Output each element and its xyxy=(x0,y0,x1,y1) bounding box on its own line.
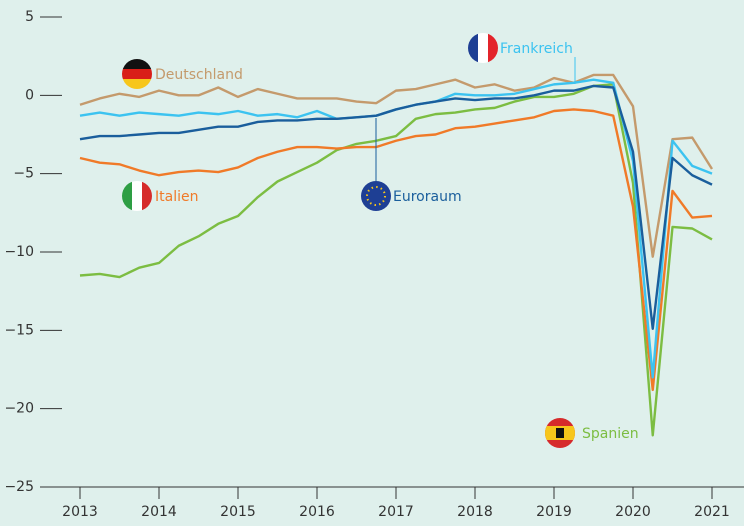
flag-fr xyxy=(468,33,498,63)
series-line xyxy=(79,83,713,437)
flags xyxy=(122,33,576,448)
y-tick-label: −25 xyxy=(4,479,34,495)
x-tick-label: 2015 xyxy=(220,504,256,520)
plot-area: 5 0 −5 −10 −15 −20 −25 2013 2014 2015 2016 2017 2018… xyxy=(4,9,744,520)
y-tick-label: 5 xyxy=(25,9,34,25)
series-line xyxy=(79,108,713,392)
x-tick-label: 2014 xyxy=(141,504,177,520)
y-tick-label: −15 xyxy=(4,322,34,338)
x-tick-label: 2021 xyxy=(694,504,730,520)
flag-es xyxy=(545,418,575,448)
series-label: Deutschland xyxy=(155,67,243,83)
x-tick-label: 2020 xyxy=(615,504,651,520)
series-line xyxy=(79,73,714,258)
series-label: Italien xyxy=(155,189,198,205)
series-line xyxy=(79,84,713,330)
x-tick-label: 2019 xyxy=(536,504,572,520)
y-tick-label: 0 xyxy=(25,87,34,103)
x-tick-label: 2013 xyxy=(62,504,98,520)
x-tick-label: 2018 xyxy=(457,504,493,520)
series-line xyxy=(79,78,713,379)
flag-de xyxy=(122,59,152,89)
series-label: Spanien xyxy=(582,426,639,442)
x-tick-label: 2017 xyxy=(378,504,414,520)
y-tick-label: −10 xyxy=(4,244,34,260)
series-label: Frankreich xyxy=(500,41,573,57)
x-tick-label: 2016 xyxy=(299,504,335,520)
y-tick-label: −20 xyxy=(4,401,34,417)
y-tick-label: −5 xyxy=(13,166,34,182)
series-label: Euroraum xyxy=(393,189,462,205)
flag-eu xyxy=(361,181,391,211)
flag-it xyxy=(122,181,152,211)
